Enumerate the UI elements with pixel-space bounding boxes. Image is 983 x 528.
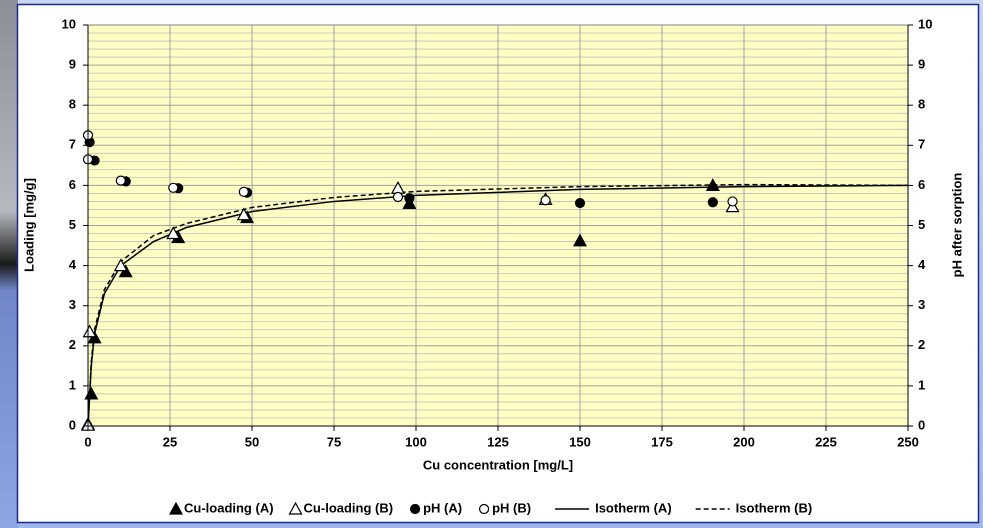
y-tick-label: 6	[69, 177, 76, 192]
y2-tick-label: 10	[918, 16, 932, 31]
circle-marker	[727, 196, 738, 207]
triangle-marker	[705, 178, 720, 191]
x-tick-label: 75	[327, 434, 341, 449]
x-tick-label: 200	[733, 434, 755, 449]
legend-label: Isotherm (B)	[736, 500, 813, 515]
legend-label: Isotherm (A)	[595, 500, 672, 515]
y2-tick-label: 0	[918, 417, 925, 432]
y2-tick-label: 4	[918, 257, 926, 272]
circle-marker	[707, 197, 718, 208]
legend-label: Cu-loading (A)	[184, 500, 274, 515]
triangle-marker	[288, 501, 303, 515]
legend-label: pH (A)	[423, 500, 462, 515]
y-tick-label: 5	[69, 217, 76, 232]
x-tick-label: 175	[651, 434, 673, 449]
circle-marker	[168, 182, 179, 193]
x-tick-label: 0	[84, 434, 91, 449]
y-tick-label: 3	[69, 297, 76, 312]
x-tick-label: 150	[569, 434, 591, 449]
y-tick-label: 1	[69, 377, 76, 392]
triangle-marker	[82, 324, 97, 338]
legend-label: pH (B)	[492, 500, 531, 515]
x-axis-title: Cu concentration [mg/L]	[423, 457, 573, 472]
y-tick-label: 2	[69, 337, 76, 352]
x-tick-label: 25	[163, 434, 177, 449]
y2-tick-label: 9	[918, 57, 925, 72]
x-tick-label: 125	[487, 434, 509, 449]
y2-axis-title: pH after sorption	[949, 173, 964, 278]
y2-tick-label: 8	[918, 97, 925, 112]
triangle-marker	[168, 501, 184, 515]
y2-tick-label: 5	[918, 217, 925, 232]
y2-tick-label: 6	[918, 177, 925, 192]
y2-tick-label: 7	[918, 137, 925, 152]
legend-label: Cu-loading (B)	[304, 500, 394, 515]
y-tick-label: 7	[69, 137, 76, 152]
triangle-marker	[166, 226, 181, 240]
x-tick-label: 225	[815, 434, 837, 449]
side-strip	[0, 0, 18, 528]
y-axis-title: Loading [mg/g]	[21, 178, 36, 272]
y-tick-label: 0	[69, 417, 76, 432]
x-tick-label: 250	[897, 434, 919, 449]
triangle-marker	[572, 233, 588, 247]
y-tick-label: 8	[69, 97, 76, 112]
circle-marker	[404, 193, 415, 204]
triangle-marker	[236, 207, 251, 221]
isotherm-line	[87, 183, 909, 427]
y2-tick-label: 3	[918, 297, 925, 312]
circle-marker	[392, 191, 404, 203]
circle-marker	[238, 186, 249, 197]
y-tick-label: 4	[69, 257, 77, 272]
y-tick-label: 9	[69, 57, 76, 72]
triangle-marker	[113, 258, 128, 272]
y-tick-label: 10	[62, 16, 76, 31]
x-tick-label: 50	[245, 434, 259, 449]
circle-marker	[115, 175, 126, 186]
x-tick-label: 100	[405, 434, 427, 449]
circle-marker	[574, 197, 586, 209]
circle-marker	[478, 503, 490, 515]
circle-marker	[409, 503, 421, 515]
y2-tick-label: 2	[918, 337, 925, 352]
y2-tick-label: 1	[918, 377, 925, 392]
circle-marker	[540, 195, 551, 206]
